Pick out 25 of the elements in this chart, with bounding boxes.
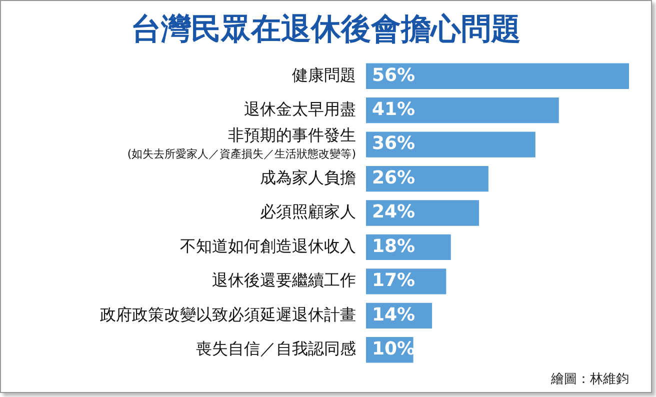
bar	[366, 166, 488, 192]
y-tick-label: 健康問題	[292, 65, 356, 84]
data-label: 14%	[372, 304, 416, 326]
data-label: 24%	[372, 202, 416, 223]
bar	[366, 63, 629, 89]
bar	[366, 132, 536, 158]
y-tick-label: 退休金太早用盡	[244, 99, 356, 118]
chart-title: 台灣民眾在退休後會擔心問題	[130, 11, 522, 49]
data-label: 41%	[372, 99, 416, 120]
data-label: 26%	[372, 167, 416, 188]
y-tick-label: 不知道如何創造退休收入	[180, 236, 356, 256]
data-label: 18%	[372, 236, 416, 257]
y-tick-label: 喪失自信／自我認同感	[196, 339, 356, 358]
bar	[366, 98, 559, 124]
data-label: 56%	[372, 64, 416, 86]
text: 繪圖：林維鈞	[551, 371, 629, 388]
y-tick-label: 必須照顧家人	[260, 202, 356, 222]
y-tick-label: 政府政策改變以致必須延遲退休計畫	[100, 304, 356, 324]
data-label: 10%	[372, 338, 416, 360]
data-label: 17%	[372, 270, 416, 292]
y-tick-label: 成為家人負擔	[260, 168, 356, 187]
y-tick-label: 退休後還要繼續工作	[212, 270, 356, 290]
bar	[366, 200, 480, 226]
y-tick-label: 非預期的事件發生 (如失去所愛家人／資產損失／生活狀態改變等)	[127, 126, 356, 160]
data-label: 36%	[372, 133, 416, 154]
